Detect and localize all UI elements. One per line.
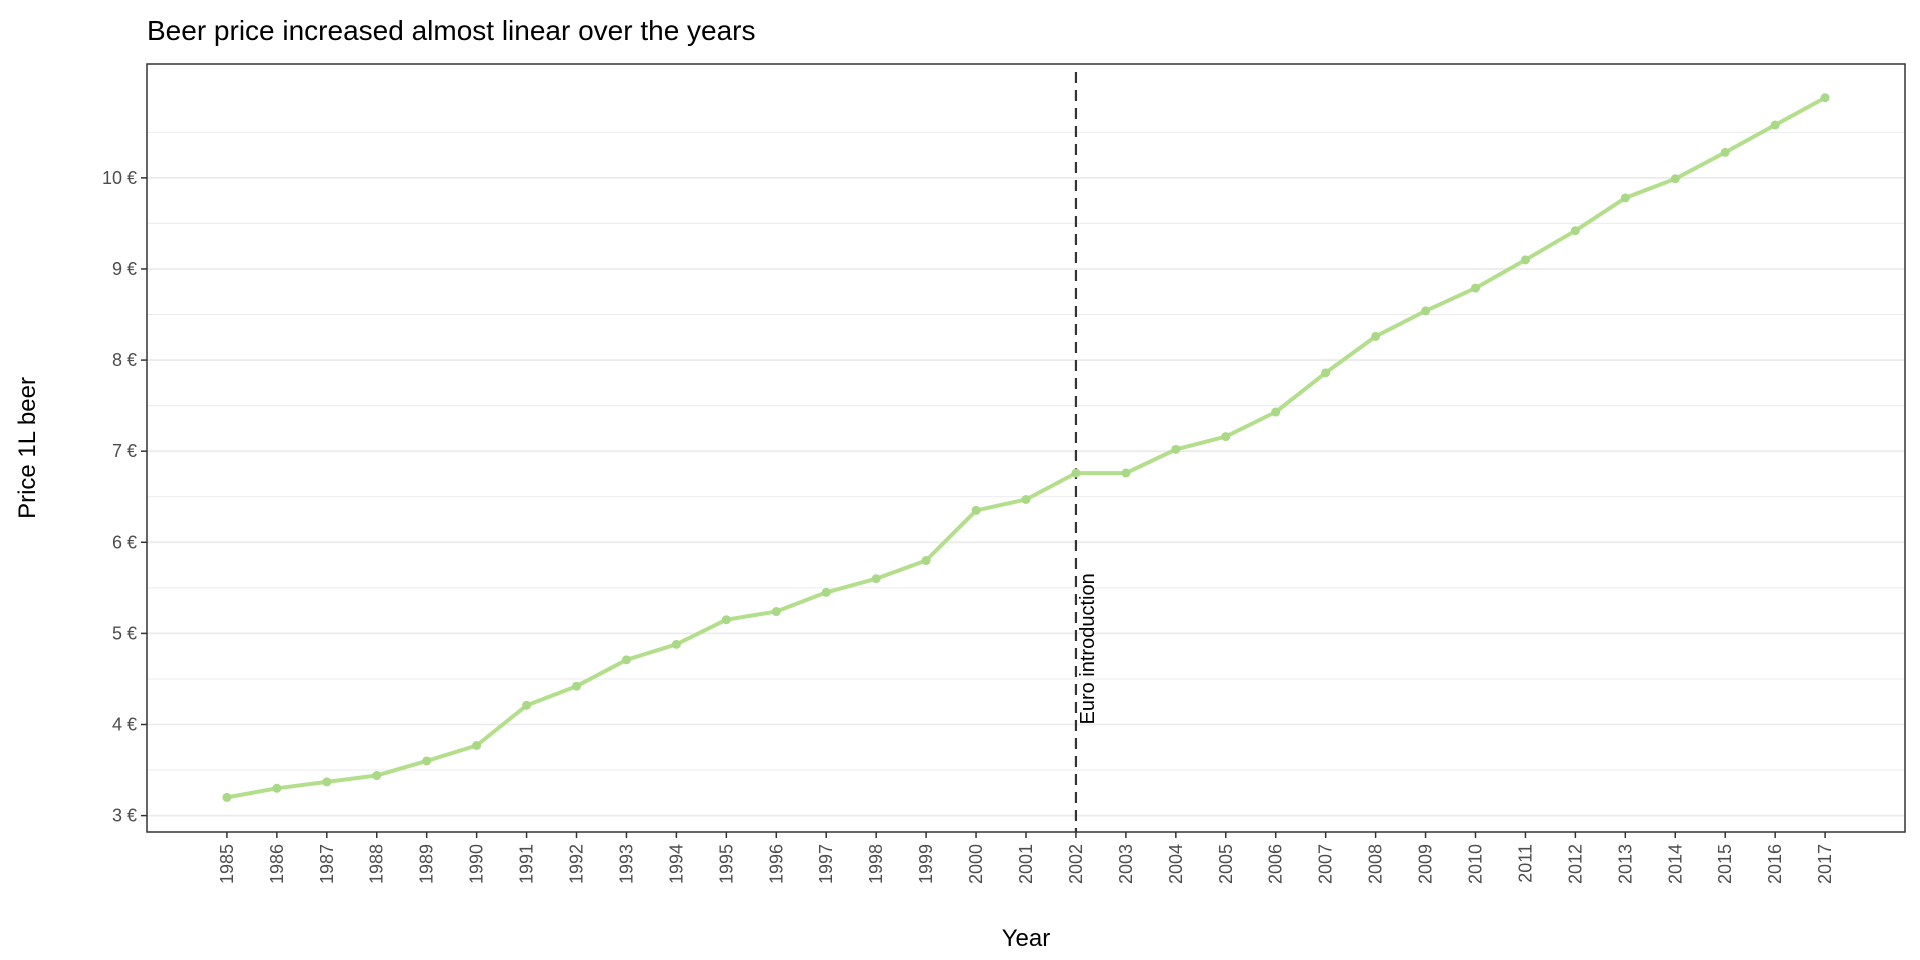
x-tick-label: 1989 [417, 844, 437, 884]
plot-panel: Euro introduction [146, 63, 1906, 833]
y-tick-label: 4 € [112, 714, 137, 734]
x-tick-label: 2010 [1465, 844, 1485, 884]
x-tick-label: 2002 [1066, 844, 1086, 884]
x-tick-label: 1999 [916, 844, 936, 884]
data-point [1620, 193, 1630, 203]
y-tick-label: 8 € [112, 350, 137, 370]
data-point [621, 655, 631, 665]
data-point [1171, 444, 1181, 454]
euro-introduction-label: Euro introduction [1077, 573, 1099, 724]
x-tick-label: 2011 [1515, 844, 1535, 883]
data-point [272, 783, 282, 793]
y-axis-title: Price 1L beer [14, 377, 41, 519]
x-tick-label: 1992 [567, 844, 587, 884]
x-tick-label: 2013 [1615, 844, 1635, 884]
data-point [472, 740, 482, 750]
x-tick-label: 2014 [1665, 844, 1685, 884]
data-point [1221, 432, 1231, 442]
data-point [821, 587, 831, 597]
x-tick-label: 1985 [217, 844, 237, 884]
data-point [1520, 255, 1530, 265]
x-tick-label: 1995 [716, 844, 736, 884]
data-point [1720, 147, 1730, 157]
x-tick-label: 2016 [1765, 844, 1785, 884]
x-tick-label: 2006 [1266, 844, 1286, 884]
data-point [422, 756, 432, 766]
data-point [1570, 226, 1580, 236]
data-point [1820, 93, 1830, 103]
data-point [1021, 494, 1031, 504]
x-tick-label: 1987 [317, 844, 337, 884]
y-tick-label: 6 € [112, 532, 137, 552]
x-tick-label: 2003 [1116, 844, 1136, 884]
data-point [1121, 468, 1131, 478]
data-point [1321, 368, 1331, 378]
x-tick-label: 1986 [267, 844, 287, 884]
x-tick-label: 2000 [966, 844, 986, 884]
y-tick-label: 3 € [112, 806, 137, 826]
x-tick-label: 2001 [1016, 844, 1036, 884]
x-axis: 1985 1986 1987 1988 1989 1990 1991 1992 1993 1994… [217, 832, 1835, 884]
data-point [1421, 306, 1431, 316]
x-tick-label: 1998 [866, 844, 886, 884]
y-axis: 3 € 4 € 5 € 6 € 7 € 8 € 9 € 10 € [102, 168, 147, 826]
x-tick-label: 1994 [666, 844, 686, 884]
data-point [1071, 468, 1081, 478]
x-tick-label: 1990 [467, 844, 487, 884]
x-tick-label: 2015 [1715, 844, 1735, 884]
data-point [572, 681, 582, 691]
data-point [1470, 283, 1480, 293]
x-tick-label: 1988 [367, 844, 387, 884]
data-point [322, 777, 332, 787]
data-point [771, 607, 781, 617]
x-tick-label: 1997 [816, 844, 836, 884]
x-tick-label: 2005 [1216, 844, 1236, 884]
data-point [1770, 120, 1780, 130]
x-tick-label: 2004 [1166, 844, 1186, 884]
data-point [671, 639, 681, 649]
data-point [372, 771, 382, 781]
data-point [971, 505, 981, 515]
data-point [1670, 174, 1680, 184]
x-axis-title: Year [1002, 925, 1051, 952]
x-tick-label: 1993 [616, 844, 636, 884]
data-point [921, 556, 931, 566]
data-point [871, 574, 881, 584]
y-tick-label: 10 € [102, 168, 137, 188]
data-point [522, 700, 532, 710]
x-tick-label: 2017 [1815, 844, 1835, 884]
chart-title: Beer price increased almost linear over … [147, 15, 756, 46]
data-point [721, 615, 731, 625]
y-tick-label: 5 € [112, 623, 137, 643]
y-tick-label: 7 € [112, 441, 137, 461]
x-tick-label: 2008 [1366, 844, 1386, 884]
x-tick-label: 1991 [517, 844, 537, 884]
data-point [222, 792, 232, 802]
x-tick-label: 2007 [1316, 844, 1336, 884]
x-tick-label: 1996 [766, 844, 786, 884]
x-tick-label: 2009 [1416, 844, 1436, 884]
data-point [1371, 331, 1381, 341]
panel-background [147, 64, 1905, 832]
x-tick-label: 2012 [1565, 844, 1585, 884]
data-point [1271, 407, 1281, 417]
y-tick-label: 9 € [112, 259, 137, 279]
